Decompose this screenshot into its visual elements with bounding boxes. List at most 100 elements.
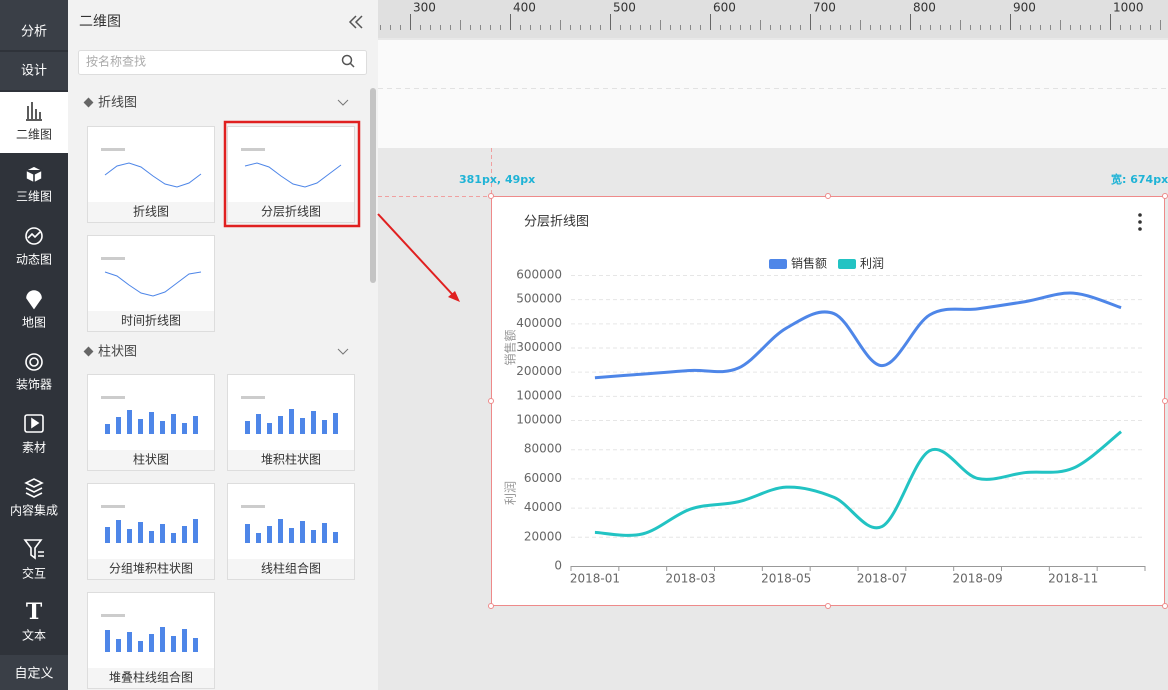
active-tab-bg xyxy=(0,92,68,153)
thumbnail-bar xyxy=(149,634,154,652)
nav-item[interactable]: 自定义 xyxy=(14,667,53,682)
card-label-bg xyxy=(88,559,214,579)
nav-item[interactable]: 装饰器 xyxy=(16,378,52,392)
search-placeholder: 按名称查找 xyxy=(86,54,146,69)
thumbnail-bar xyxy=(171,414,176,434)
thumbnail-bar xyxy=(127,632,132,652)
x-tick-label: 2018-05 xyxy=(761,572,811,586)
size-annotation: 宽: 674px, xyxy=(1110,172,1168,186)
thumbnail-bar xyxy=(149,531,154,543)
ruler xyxy=(378,0,1168,38)
x-tick-label: 2018-11 xyxy=(1048,572,1098,586)
y-tick-label: 100000 xyxy=(516,388,562,402)
icon-2d xyxy=(26,102,42,121)
thumbnail-bar xyxy=(322,523,327,543)
nav-item[interactable]: 文本 xyxy=(22,628,46,643)
y-tick-label: 60000 xyxy=(524,471,562,485)
thumbnail-bar xyxy=(193,519,198,543)
nav-item[interactable]: 二维图 xyxy=(16,128,52,142)
legend-label[interactable]: 利润 xyxy=(860,257,884,271)
thumbnail-bar xyxy=(278,519,283,543)
legend-label[interactable]: 销售额 xyxy=(791,256,827,271)
thumbnail-bar xyxy=(182,629,187,652)
thumbnail-bar xyxy=(127,529,132,543)
chart-widget[interactable] xyxy=(491,196,1165,606)
card-label: 堆叠柱线组合图 xyxy=(109,670,193,685)
icon-dynamic xyxy=(25,227,43,245)
ruler-label: 500 xyxy=(613,1,636,15)
nav-item[interactable]: 地图 xyxy=(22,316,46,330)
y-tick-label: 300000 xyxy=(516,340,562,354)
thumbnail-title xyxy=(101,257,125,260)
section-title: 柱状图 xyxy=(98,345,137,360)
thumbnail-bar xyxy=(193,416,198,434)
thumbnail-bar xyxy=(127,410,132,434)
thumbnail-bar xyxy=(105,630,110,652)
thumbnail-bar xyxy=(289,409,294,434)
resize-handle[interactable] xyxy=(488,603,494,609)
thumbnail-bar xyxy=(116,417,121,434)
thumbnail-bar xyxy=(333,532,338,543)
thumbnail-bar xyxy=(300,521,305,543)
thumbnail-bar xyxy=(160,627,165,652)
scrollbar[interactable] xyxy=(370,88,376,283)
legend-swatch[interactable] xyxy=(769,259,787,269)
widget-menu[interactable] xyxy=(1138,213,1142,231)
resize-handle[interactable] xyxy=(1162,398,1168,404)
thumbnail-bar xyxy=(160,524,165,543)
y-tick-label: 400000 xyxy=(516,316,562,330)
icon-map xyxy=(26,290,42,310)
y-tick-label: 20000 xyxy=(524,529,562,543)
section-bullet xyxy=(83,97,94,108)
ruler-label: 900 xyxy=(1013,1,1036,15)
collapse-button[interactable] xyxy=(348,15,363,29)
thumbnail-bar xyxy=(267,526,272,543)
thumbnail-bar xyxy=(256,414,261,434)
canvas-top-area xyxy=(378,40,1168,148)
section-toggle[interactable] xyxy=(337,348,349,355)
thumbnail-bar xyxy=(138,641,143,652)
nav-item[interactable]: 三维图 xyxy=(16,190,52,204)
thumbnail-bar xyxy=(311,530,316,543)
nav-item[interactable]: 素材 xyxy=(22,441,46,455)
resize-handle[interactable] xyxy=(825,603,831,609)
card-label: 线柱组合图 xyxy=(261,561,321,576)
card-label: 折线图 xyxy=(133,204,169,219)
nav-item[interactable]: 交互 xyxy=(22,566,46,581)
resize-handle[interactable] xyxy=(488,193,494,199)
ruler-label: 300 xyxy=(413,1,436,15)
search-box[interactable] xyxy=(78,50,367,75)
search-icon[interactable] xyxy=(341,54,353,66)
resize-handle[interactable] xyxy=(1162,603,1168,609)
section-toggle[interactable] xyxy=(337,99,349,106)
legend-swatch[interactable] xyxy=(838,259,856,269)
thumbnail-bar xyxy=(322,420,327,434)
ruler-label: 600 xyxy=(713,1,736,15)
card-label-bg xyxy=(88,311,214,331)
card-label: 分层折线图 xyxy=(261,204,321,219)
thumbnail-bar xyxy=(278,416,283,434)
resize-handle[interactable] xyxy=(825,193,831,199)
thumbnail-bar xyxy=(105,424,110,434)
card-label-bg xyxy=(88,668,214,688)
thumbnail-title xyxy=(101,614,125,617)
card-label: 分组堆积柱状图 xyxy=(109,561,193,576)
x-tick-label: 2018-07 xyxy=(857,572,907,586)
card-label-bg xyxy=(228,559,354,579)
y-tick-label: 0 xyxy=(554,559,562,573)
ruler-label: 400 xyxy=(513,1,536,15)
y-tick-label: 80000 xyxy=(524,442,562,456)
nav-item[interactable]: 内容集成 xyxy=(10,503,58,518)
nav-item[interactable]: 分析 xyxy=(21,25,47,40)
nav-item[interactable]: 设计 xyxy=(21,64,47,79)
thumbnail-bar xyxy=(160,421,165,434)
thumbnail-bar xyxy=(193,638,198,652)
card-label-bg xyxy=(228,450,354,470)
card-label: 柱状图 xyxy=(133,452,169,467)
thumbnail-bar xyxy=(182,526,187,543)
resize-handle[interactable] xyxy=(1162,193,1168,199)
resize-handle[interactable] xyxy=(488,398,494,404)
nav-item[interactable]: 动态图 xyxy=(16,253,52,267)
x-tick-label: 2018-03 xyxy=(666,572,716,586)
